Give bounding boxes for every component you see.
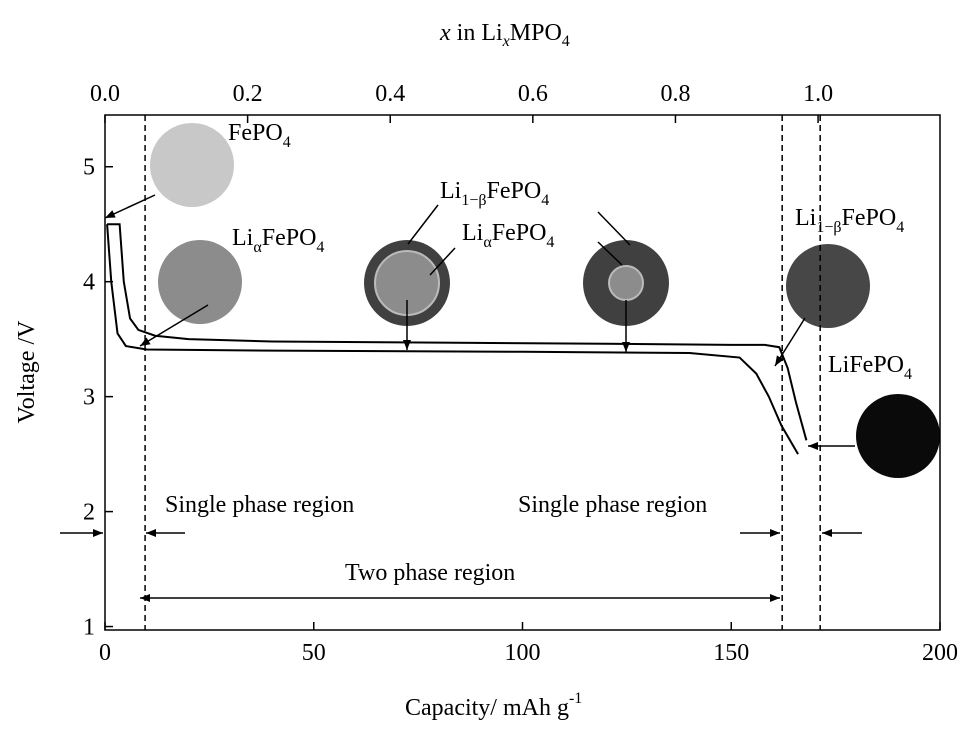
x2-label-part: in Li [451,20,503,46]
x-tick-label: 100 [505,640,541,666]
decor [60,123,940,602]
y-tick-label: 2 [83,500,95,526]
annotation-text: Two phase region [345,560,515,586]
annotation: LiαFePO4 [462,220,554,251]
x2-tick-label: 0.6 [518,81,548,107]
annotation-text: Li [795,205,817,231]
annotation-sub: α [253,239,262,256]
x2-tick-label: 0.4 [375,81,405,107]
annotation: Single phase region [165,492,354,518]
annotation-text: FePO [262,225,317,251]
annotation-text: Li [462,220,484,246]
x2-axis-label: x in LixMPO4 [439,20,570,50]
x-tick-label: 200 [922,640,958,666]
x2-tick-label: 1.0 [803,81,833,107]
y-tick-label: 5 [83,155,95,181]
curve [107,223,808,441]
x2-label-part: 4 [562,33,570,50]
x-tick-label: 50 [302,640,326,666]
annotation-text: Single phase region [518,492,707,518]
annotation-sub: 4 [896,219,904,236]
y-tick-label: 3 [83,385,95,411]
annotation: LiαFePO4 [232,225,324,256]
annotation-sub: 4 [283,134,291,151]
annotation: Two phase region [345,560,515,586]
annotation: FePO4 [228,120,291,151]
annotation-text: Single phase region [165,492,354,518]
x2-tick-label: 0.0 [90,81,120,107]
x2-tick-label: 0.2 [233,81,263,107]
x2-tick-label: 0.8 [660,81,690,107]
x2-label-part: x [439,20,451,46]
x-label-sup: -1 [569,690,582,707]
x2-label-part: MPO [510,20,562,46]
annotation: Li1−βFePO4 [795,205,904,236]
x-tick-label: 0 [99,640,111,666]
x2-label-part: x [502,33,510,50]
annotation-text: Li [440,178,462,204]
y-tick-label: 1 [83,615,95,641]
annotation-sub: 1−β [816,219,841,236]
annotation-sub: 4 [541,192,549,209]
annotation-text: FePO [492,220,547,246]
y-tick-label: 4 [83,270,95,296]
annotation-sub: 1−β [461,192,486,209]
annotation-text: FePO [487,178,542,204]
x-axis-label: Capacity/ mAh g-1 [405,690,582,721]
y-axis-label: Voltage /V [14,320,40,424]
annotation-sub: 4 [546,234,554,251]
x-label-text: Capacity/ mAh g [405,695,569,721]
annotation: Li1−βFePO4 [440,178,549,209]
annotation-text: FePO [228,120,283,146]
annotation-text: Li [232,225,254,251]
annotation-sub: 4 [904,366,912,383]
annotation-text: LiFePO [828,352,904,378]
annotation: Single phase region [518,492,707,518]
annotation: LiFePO4 [828,352,912,383]
annotation-sub: 4 [316,239,324,256]
annotation-sub: α [483,234,492,251]
x-tick-label: 150 [713,640,749,666]
curve [106,224,799,455]
annotation-text: FePO [842,205,897,231]
